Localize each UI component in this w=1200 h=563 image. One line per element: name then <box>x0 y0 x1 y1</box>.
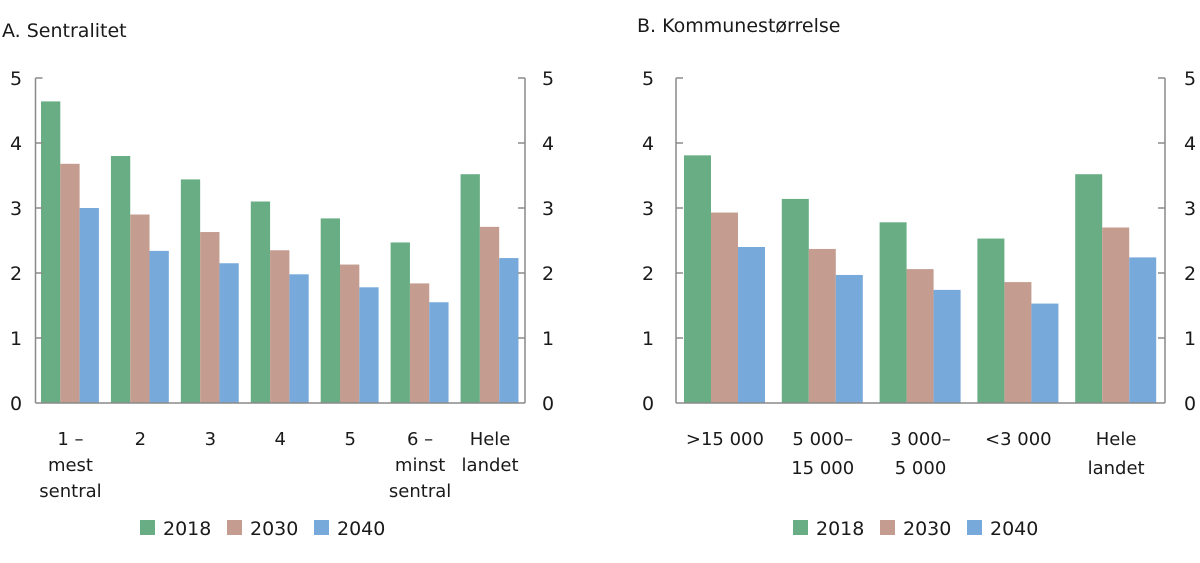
bar-2030-1 <box>130 214 150 403</box>
bar-2030-3 <box>270 250 290 403</box>
bar-2040-0 <box>79 208 99 403</box>
legend-swatch-2018 <box>140 520 155 535</box>
bar-2030-4 <box>340 264 360 403</box>
bar-2018-0 <box>41 101 61 404</box>
bar-2030-4 <box>1102 227 1130 403</box>
bar-2018-4 <box>320 218 341 403</box>
bar-2040-0 <box>738 247 765 403</box>
bar-2018-6 <box>460 174 480 403</box>
bar-2040-4 <box>359 287 379 403</box>
bar-2018-3 <box>977 238 1005 403</box>
bar-2030-1 <box>808 248 836 403</box>
right-tick-label: 2 <box>1184 263 1196 285</box>
category-label: 4 <box>275 429 286 450</box>
legend-swatch-2040 <box>314 520 329 535</box>
bar-2040-1 <box>149 250 169 403</box>
category-label: 5 000– 15 000 <box>791 429 854 479</box>
category-label: 1 – mest sentral <box>39 429 101 502</box>
legend-label-2030: 2030 <box>250 518 298 540</box>
bar-2040-2 <box>933 289 961 403</box>
legend-label-2030: 2030 <box>903 518 951 540</box>
bar-2030-0 <box>711 212 738 403</box>
bar-2018-5 <box>390 242 410 403</box>
legend-label-2018: 2018 <box>816 518 864 540</box>
legend-swatch-2030 <box>227 520 242 535</box>
bar-2018-2 <box>879 222 907 403</box>
bar-2018-0 <box>684 155 711 403</box>
bar-2040-5 <box>429 302 449 403</box>
panel-a-sentralitet: A. Sentralitet 0 0 1 1 2 2 3 3 4 4 5 5 1 – mest sentra… <box>2 20 554 540</box>
bar-2030-2 <box>906 269 934 403</box>
panel-b-kommunestorrelse: B. Kommunestørrelse 0 0 1 1 2 2 3 3 4 4 5 5 >15 000 5… <box>637 15 1196 540</box>
right-tick-label: 5 <box>542 68 554 90</box>
right-tick-label: 3 <box>542 198 554 220</box>
legend-swatch-2030 <box>880 520 895 535</box>
left-tick-label: 0 <box>10 393 22 415</box>
legend-label-2040: 2040 <box>337 518 385 540</box>
left-tick-label: 2 <box>642 263 654 285</box>
right-tick-label: 4 <box>1184 133 1196 155</box>
bar-2040-6 <box>499 258 519 403</box>
category-label: 2 <box>135 429 146 450</box>
bar-2018-3 <box>250 201 271 403</box>
legend-swatch-2018 <box>793 520 808 535</box>
legend-label-2018: 2018 <box>163 518 211 540</box>
category-label: Hele landet <box>462 429 519 476</box>
right-tick-label: 5 <box>1184 68 1196 90</box>
category-label: 3 <box>205 429 216 450</box>
right-tick-label: 1 <box>1184 328 1196 350</box>
category-label: Hele landet <box>1088 429 1145 479</box>
right-tick-label: 0 <box>1184 393 1196 415</box>
left-tick-label: 5 <box>10 68 22 90</box>
right-tick-label: 3 <box>1184 198 1196 220</box>
legend-swatch-2040 <box>967 520 982 535</box>
panel-b-title: B. Kommunestørrelse <box>637 15 840 37</box>
bar-2040-3 <box>1031 303 1059 403</box>
bar-2040-2 <box>219 263 239 403</box>
panel-a-title: A. Sentralitet <box>2 20 127 42</box>
bar-2030-6 <box>479 226 500 403</box>
category-label: <3 000 <box>985 429 1052 450</box>
bar-2040-4 <box>1129 257 1157 403</box>
right-tick-label: 4 <box>542 133 554 155</box>
left-tick-label: 5 <box>642 68 654 90</box>
bar-2018-1 <box>781 198 809 403</box>
left-tick-label: 1 <box>10 328 22 350</box>
right-tick-label: 1 <box>542 328 554 350</box>
left-tick-label: 0 <box>642 393 654 415</box>
bar-2030-0 <box>60 163 80 403</box>
category-label: 6 – minst sentral <box>389 429 451 502</box>
legend-label-2040: 2040 <box>990 518 1038 540</box>
right-tick-label: 2 <box>542 263 554 285</box>
left-tick-label: 1 <box>642 328 654 350</box>
left-tick-label: 4 <box>642 133 654 155</box>
left-tick-label: 3 <box>642 198 654 220</box>
bar-2018-4 <box>1075 174 1103 403</box>
bar-2018-1 <box>110 156 131 403</box>
left-tick-label: 2 <box>10 263 22 285</box>
left-tick-label: 4 <box>10 133 22 155</box>
bar-2040-3 <box>289 274 309 403</box>
bar-2030-2 <box>200 232 220 403</box>
bar-2030-3 <box>1004 282 1032 403</box>
left-tick-label: 3 <box>10 198 22 220</box>
bar-2040-1 <box>835 274 863 403</box>
right-tick-label: 0 <box>542 393 554 415</box>
category-label: 5 <box>344 429 355 450</box>
category-label: 3 000– 5 000 <box>890 429 951 479</box>
category-label: >15 000 <box>686 429 764 450</box>
bar-2030-5 <box>409 283 430 403</box>
bar-2018-2 <box>180 179 201 403</box>
